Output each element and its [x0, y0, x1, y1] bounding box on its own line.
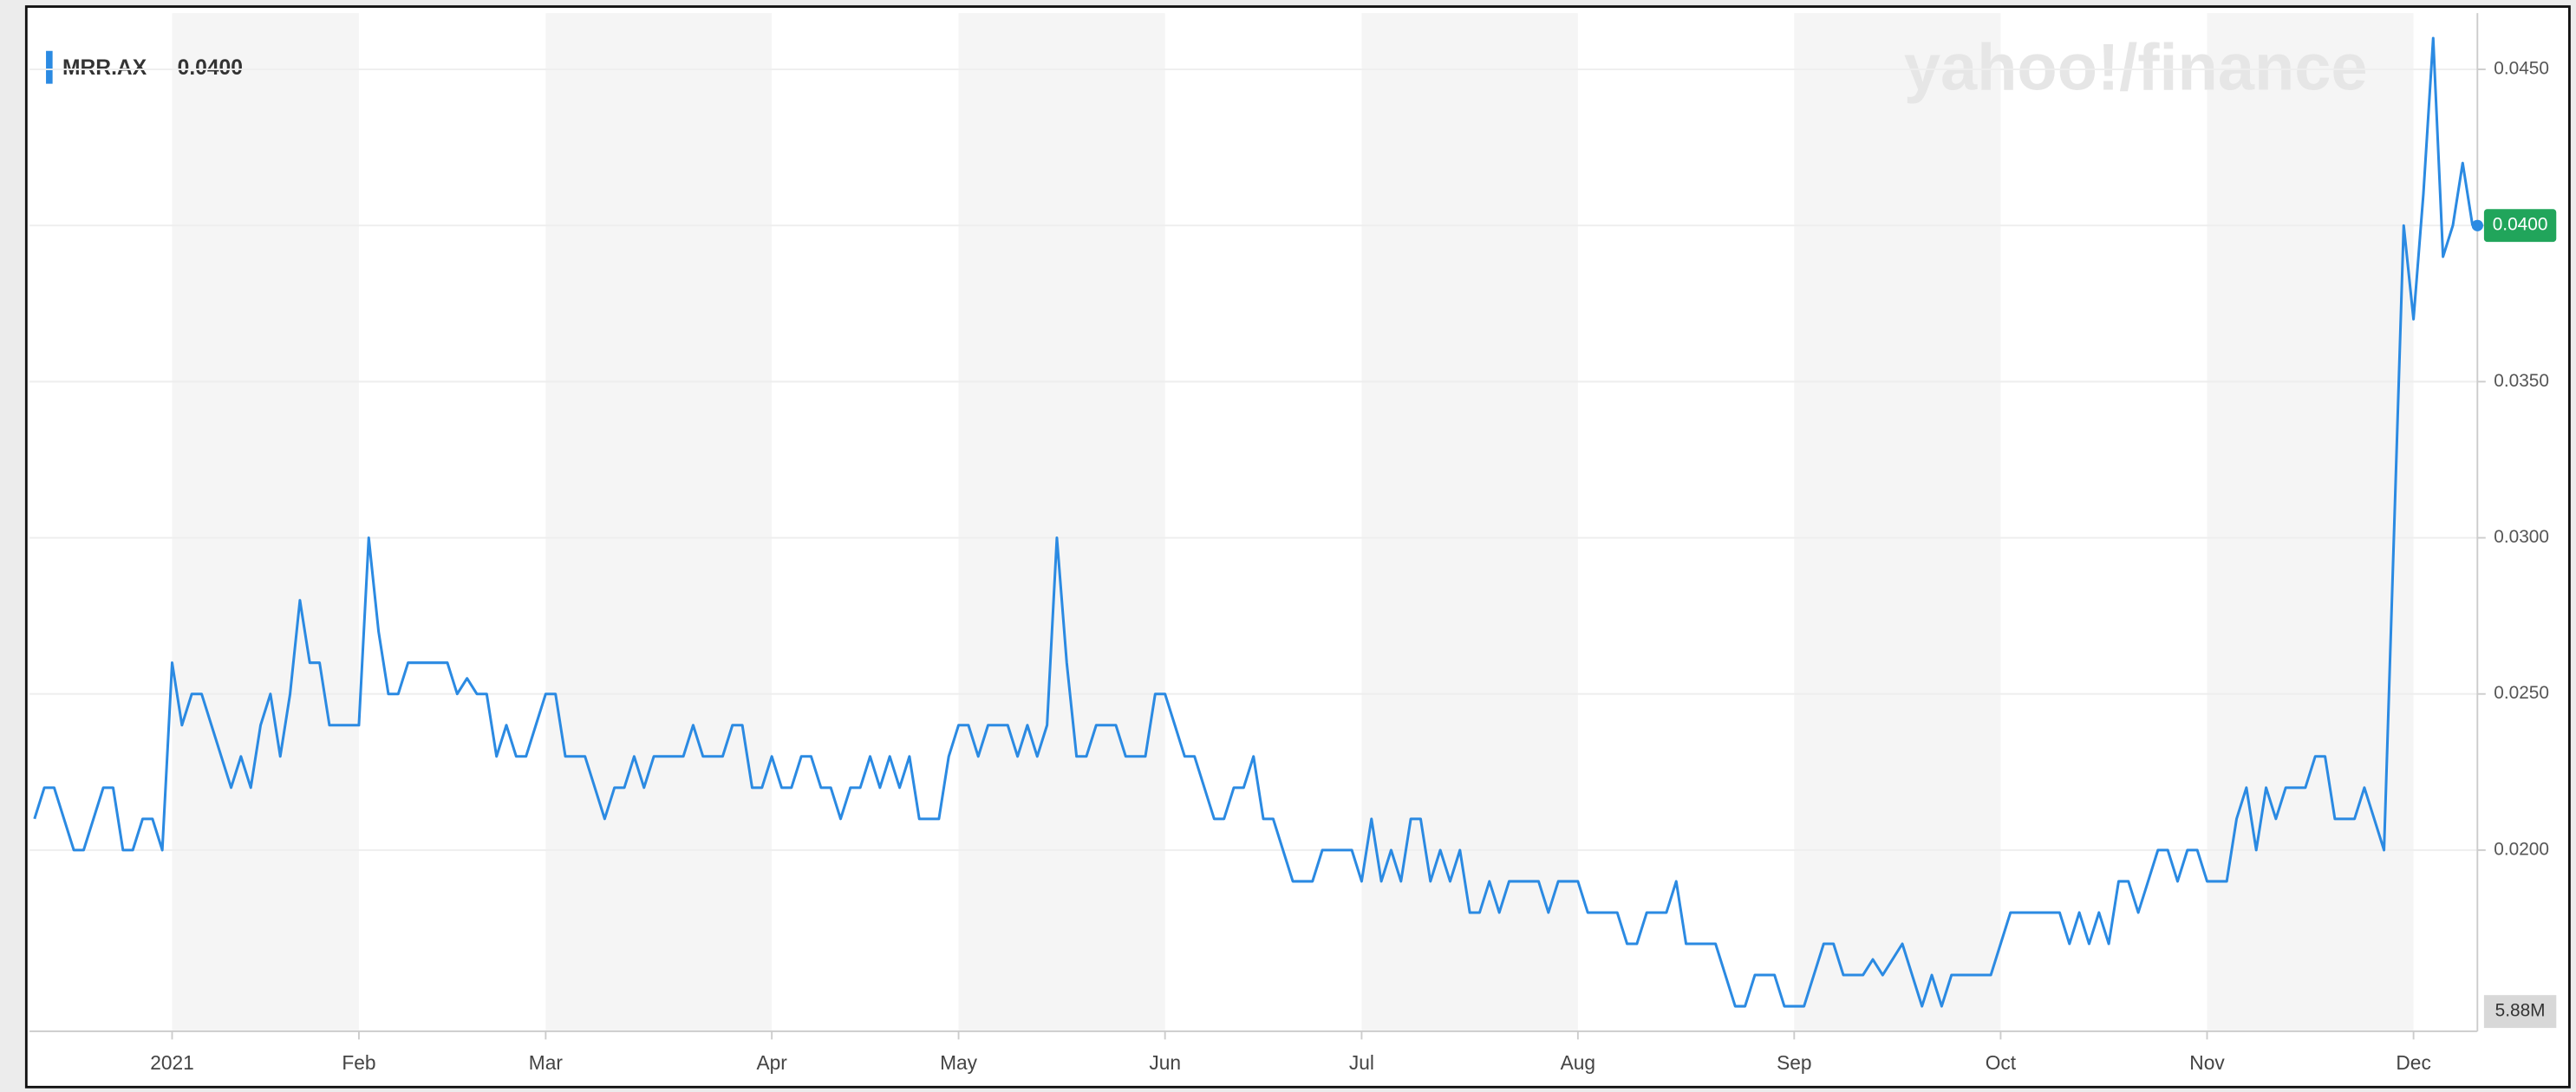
x-tick-label: Dec: [2396, 1051, 2430, 1074]
x-tick-label: Jul: [1349, 1051, 1374, 1074]
legend-symbol: MRR.AX: [62, 56, 147, 80]
frame: [24, 5, 2571, 1089]
y-tick-label: 0.0350: [2494, 371, 2549, 391]
month-band: [545, 13, 773, 1031]
price-badge: [2483, 209, 2557, 243]
month-band: [958, 13, 1165, 1031]
x-tick-label: Sep: [1777, 1051, 1811, 1074]
watermark: yahoo!/finance: [1904, 30, 2368, 104]
x-tick-label: Aug: [1561, 1051, 1595, 1074]
month-band: [172, 13, 359, 1031]
volume-label: 5.88M: [2495, 1001, 2546, 1021]
y-tick-label: 0.0250: [2494, 683, 2549, 703]
x-tick-label: Feb: [342, 1051, 375, 1074]
legend-price: 0.0400: [178, 56, 243, 80]
last-point: [2471, 219, 2483, 231]
y-tick-label: 0.0300: [2494, 527, 2549, 547]
x-tick-label: Mar: [529, 1051, 564, 1074]
x-tick-label: Jun: [1149, 1051, 1181, 1074]
month-band: [2207, 13, 2414, 1031]
x-tick-label: Oct: [1986, 1051, 2017, 1074]
y-tick-label: 0.0200: [2494, 839, 2549, 859]
x-tick-label: 2021: [150, 1051, 194, 1074]
month-band: [1361, 13, 1578, 1031]
x-tick-label: Apr: [756, 1051, 787, 1074]
legend-swatch: [46, 50, 53, 84]
x-tick-label: Nov: [2189, 1051, 2225, 1074]
price-badge-label: 0.0400: [2493, 215, 2548, 235]
volume-badge: [2483, 995, 2557, 1029]
x-tick-label: May: [940, 1051, 978, 1074]
month-band: [1794, 13, 2001, 1031]
y-tick-label: 0.0450: [2494, 59, 2549, 79]
price-line: [33, 36, 2475, 1008]
